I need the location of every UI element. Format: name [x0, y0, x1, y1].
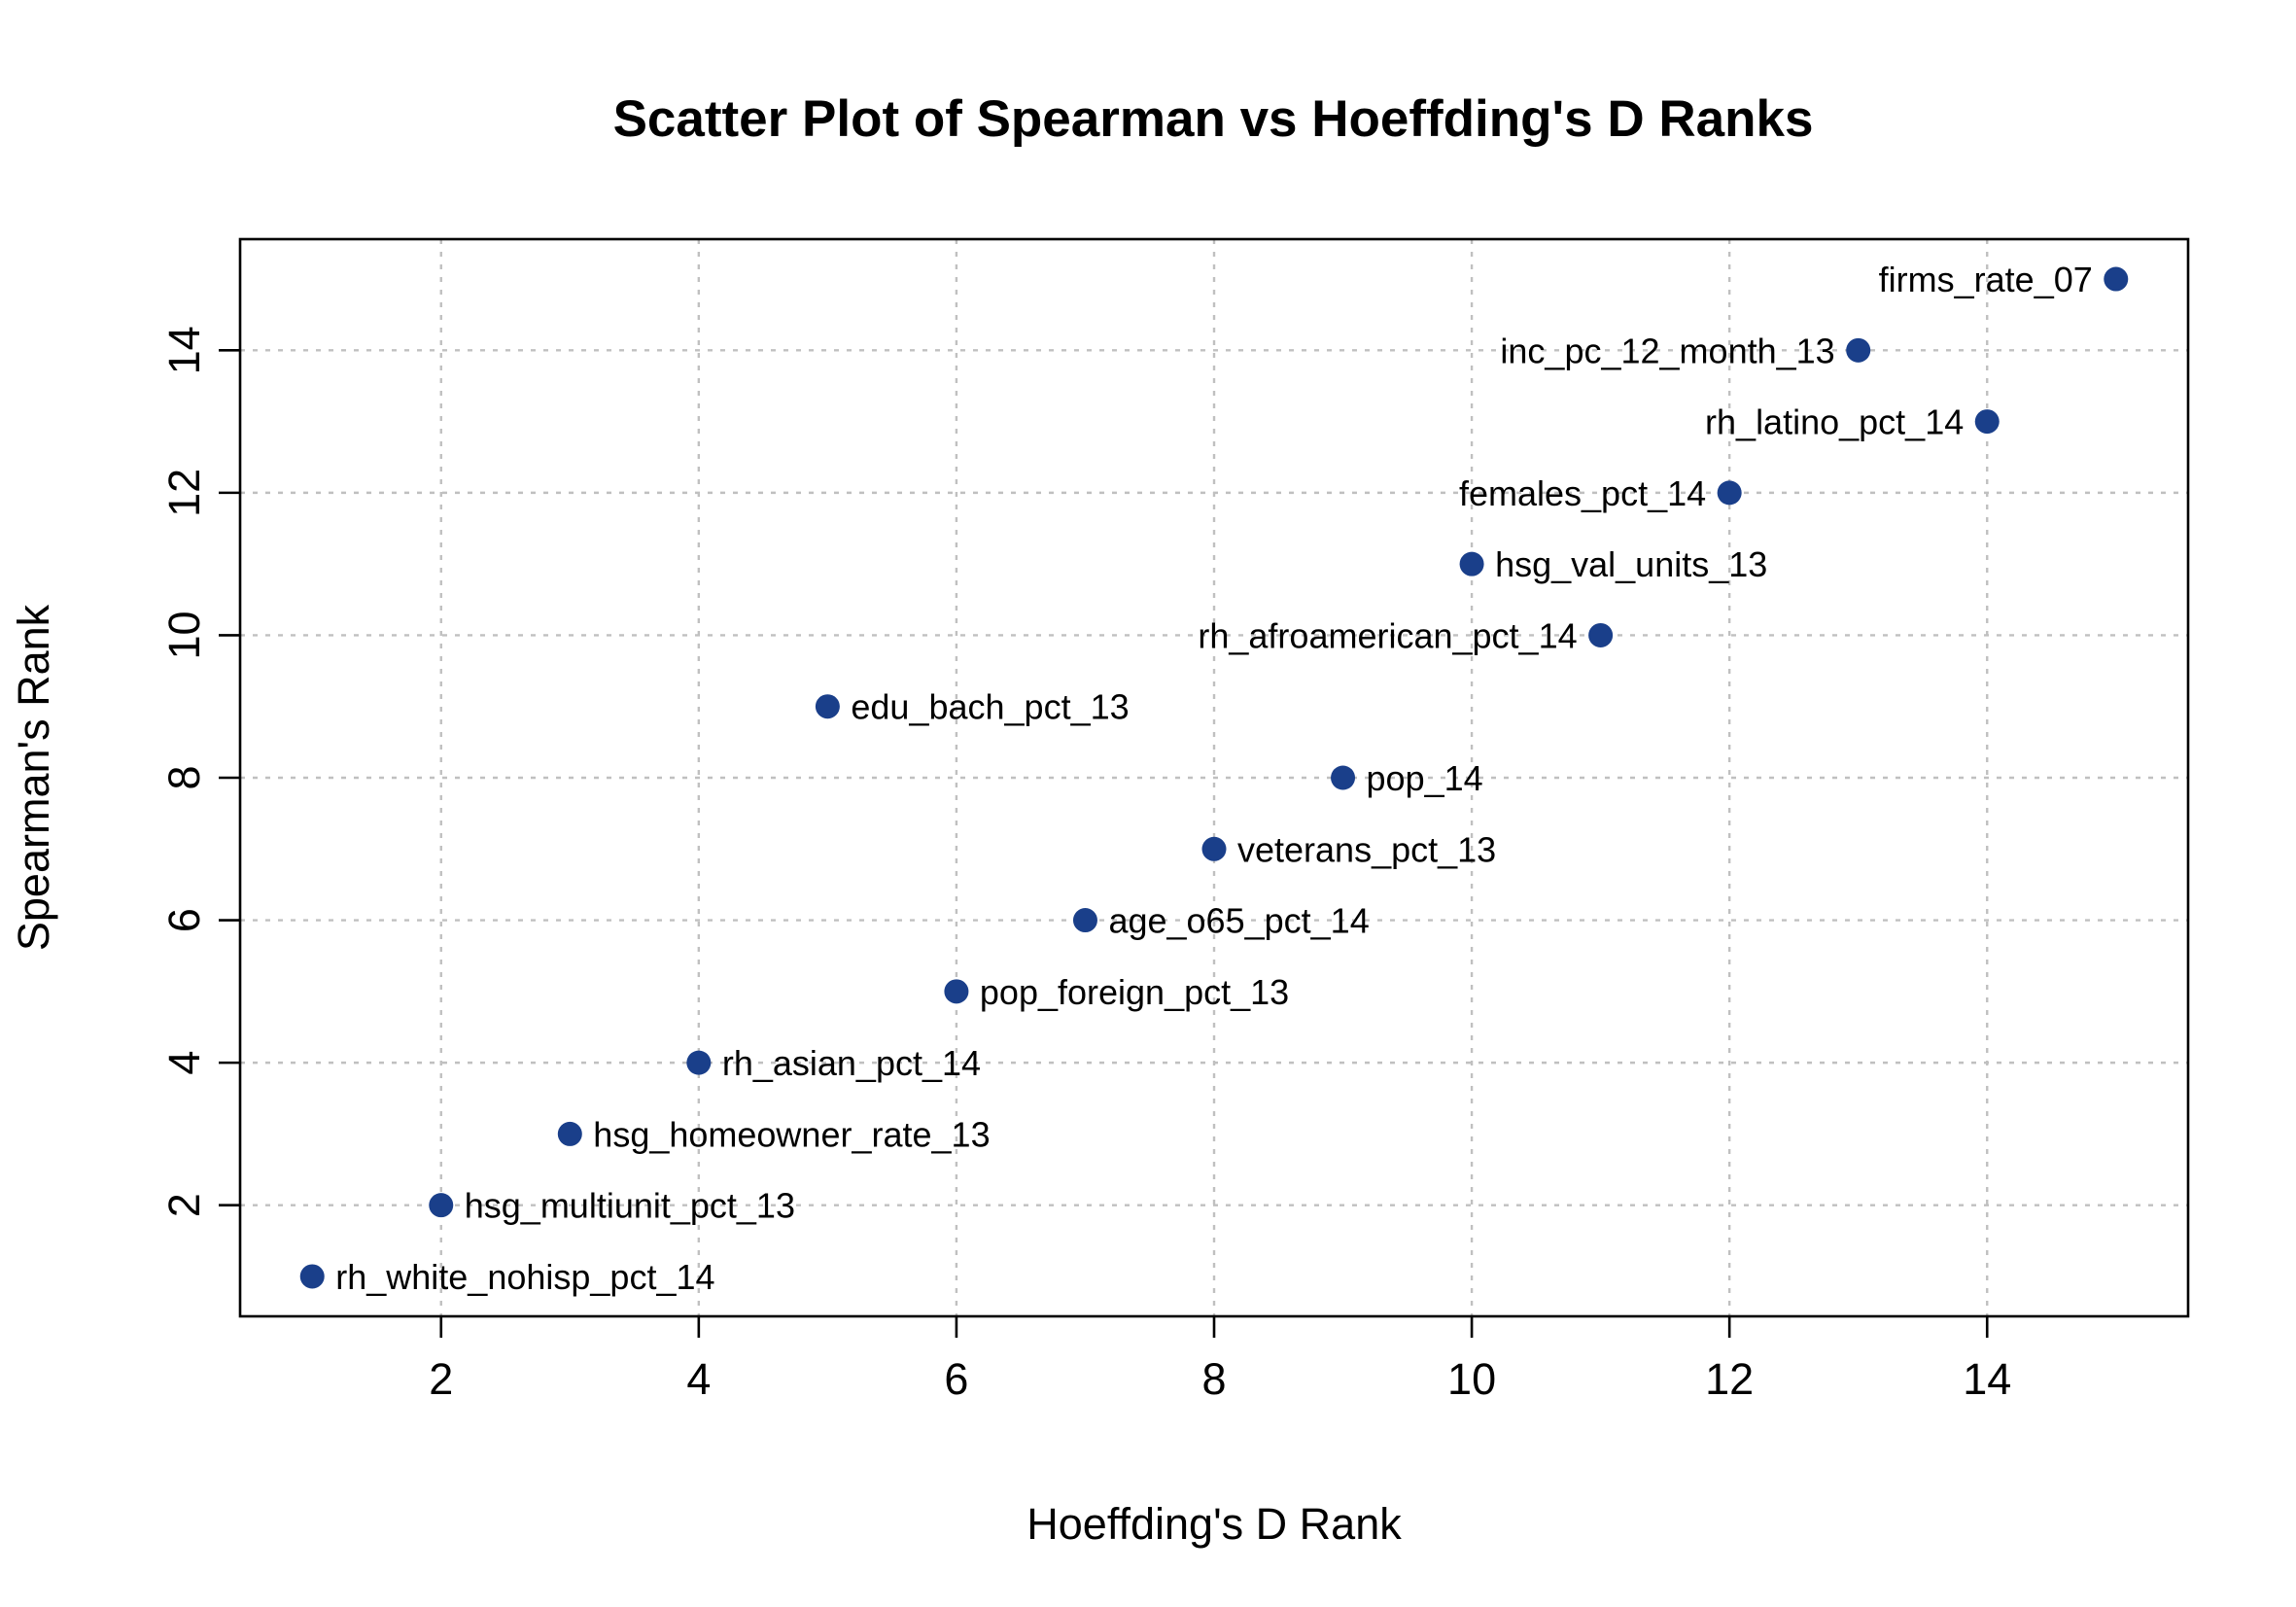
point-label: hsg_multiunit_pct_13: [465, 1186, 795, 1226]
y-tick-label: 12: [159, 469, 209, 517]
data-point-hsg_val_units_13: [1459, 551, 1484, 576]
x-tick-label: 8: [1201, 1354, 1226, 1404]
data-point-hsg_multiunit_pct_13: [429, 1193, 454, 1218]
x-tick-label: 4: [686, 1354, 711, 1404]
point-label: edu_bach_pct_13: [851, 687, 1129, 727]
data-point-rh_latino_pct_14: [1974, 409, 2000, 435]
point-label: rh_white_nohisp_pct_14: [335, 1257, 714, 1297]
y-tick-label: 2: [159, 1193, 209, 1217]
y-tick-label: 10: [159, 611, 209, 659]
data-points: [299, 266, 2129, 1289]
data-point-age_o65_pct_14: [1072, 908, 1097, 933]
point-label: pop_14: [1367, 758, 1483, 798]
point-label: firms_rate_07: [1879, 260, 2093, 299]
x-tick-label: 12: [1705, 1354, 1754, 1404]
data-point-firms_rate_07: [2104, 266, 2129, 292]
x-axis-label: Hoeffding's D Rank: [1026, 1499, 1402, 1549]
point-label: hsg_homeowner_rate_13: [593, 1114, 990, 1154]
point-label: pop_foreign_pct_13: [980, 972, 1289, 1012]
point-label: rh_latino_pct_14: [1705, 402, 1964, 442]
point-label: females_pct_14: [1459, 473, 1706, 513]
y-axis-label: Spearman's Rank: [9, 604, 58, 951]
data-point-rh_white_nohisp_pct_14: [299, 1264, 325, 1289]
plot-frame: [238, 237, 2190, 1318]
data-point-females_pct_14: [1717, 480, 1742, 506]
x-tick-label: 6: [944, 1354, 968, 1404]
x-tick-label: 14: [1963, 1354, 2011, 1404]
x-tick-label: 10: [1447, 1354, 1496, 1404]
y-tick-label: 8: [159, 765, 209, 789]
chart-title: Scatter Plot of Spearman vs Hoeffding's …: [613, 90, 1814, 148]
axis-ticks: 2 4 6 8 10 12 14 2 4 6 8 10 12 14: [159, 326, 2011, 1404]
data-point-edu_bach_pct_13: [815, 694, 840, 719]
y-tick-label: 4: [159, 1051, 209, 1075]
point-labels: rh_white_nohisp_pct_14 hsg_multiunit_pct_…: [335, 260, 2093, 1297]
point-label: veterans_pct_13: [1237, 829, 1496, 869]
point-label: inc_pc_12_month_13: [1500, 331, 1834, 370]
data-point-rh_afroamerican_pct_14: [1588, 622, 1614, 647]
grid-lines: [240, 239, 2188, 1316]
data-point-veterans_pct_13: [1201, 836, 1227, 861]
y-tick-label: 6: [159, 908, 209, 932]
point-label: hsg_val_units_13: [1495, 544, 1767, 584]
data-point-pop_14: [1331, 765, 1356, 790]
x-tick-label: 2: [429, 1354, 453, 1404]
data-point-pop_foreign_pct_13: [944, 979, 969, 1004]
data-point-rh_asian_pct_14: [686, 1050, 712, 1075]
point-label: rh_asian_pct_14: [722, 1043, 981, 1083]
y-tick-label: 14: [159, 326, 209, 374]
point-label: age_o65_pct_14: [1108, 901, 1369, 941]
data-point-inc_pc_12_month_13: [1846, 337, 1871, 363]
data-point-hsg_homeowner_rate_13: [557, 1121, 582, 1146]
point-label: rh_afroamerican_pct_14: [1198, 615, 1577, 655]
